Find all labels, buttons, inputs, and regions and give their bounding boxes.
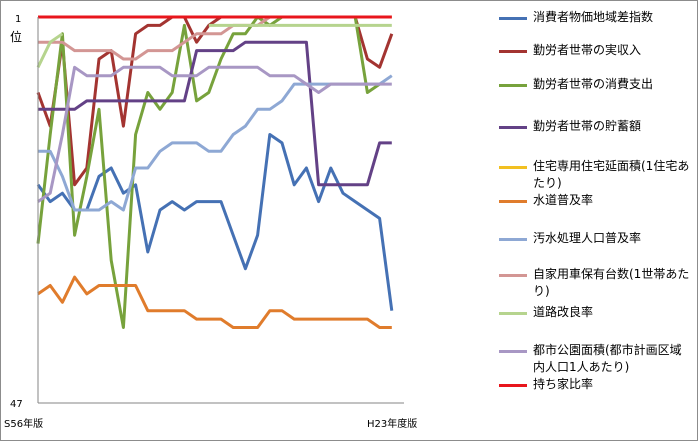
legend-swatch-10 [499, 350, 527, 353]
legend-label-8: 自家用車保有台数(1世帯あたり) [533, 267, 690, 298]
legend-label-6: 水道普及率 [533, 193, 594, 207]
legend-swatch-5 [499, 166, 527, 169]
series-line-1 [36, 133, 394, 311]
legend-swatch-3 [499, 84, 527, 87]
plot-area: 1 位 47 S56年版 H23年度版 [4, 14, 417, 430]
legend-swatch-4 [499, 126, 527, 129]
legend-label-1: 消費者物価地域差指数 [533, 10, 654, 24]
x-tick-label-end: H23年度版 [367, 417, 417, 430]
legend-label-10: 都市公園面積(都市計画区域内人口1人あたり) [533, 343, 682, 374]
legend-swatch-7 [499, 238, 527, 241]
legend-swatch-8 [499, 274, 527, 277]
series-line-8 [38, 15, 392, 61]
legend-label-5: 住宅専用住宅延面積(1住宅あたり) [533, 159, 690, 190]
legend-swatch-6 [499, 200, 527, 203]
y-axis-unit-label: 位 [10, 29, 22, 44]
legend-label-7: 汚水処理人口普及率 [533, 231, 642, 245]
legend-swatch-9 [499, 312, 527, 315]
y-tick-label-bottom: 47 [10, 399, 23, 410]
legend-swatch-1 [499, 17, 527, 20]
legend-label-11: 持ち家比率 [533, 377, 594, 391]
legend-label-9: 道路改良率 [533, 305, 594, 319]
series-line-4 [38, 40, 392, 187]
series-line-9 [36, 23, 392, 68]
x-tick-label-start: S56年版 [4, 417, 43, 430]
y-tick-label-top: 1 [15, 14, 21, 25]
series-line-10 [37, 65, 392, 203]
legend-swatch-2 [499, 50, 527, 53]
plot-content [36, 15, 394, 329]
legend-label-2: 勤労者世帯の実収入 [533, 43, 642, 57]
legend-label-4: 勤労者世帯の貯蓄額 [533, 119, 642, 133]
legend: 消費者物価地域差指数 勤労者世帯の実収入 勤労者世帯の消費支出 勤労者世帯の貯蓄額住宅… [497, 1, 693, 440]
legend-swatch-11 [499, 384, 527, 387]
legend-label-3: 勤労者世帯の消費支出 [533, 77, 654, 91]
series-line-6 [37, 275, 392, 329]
